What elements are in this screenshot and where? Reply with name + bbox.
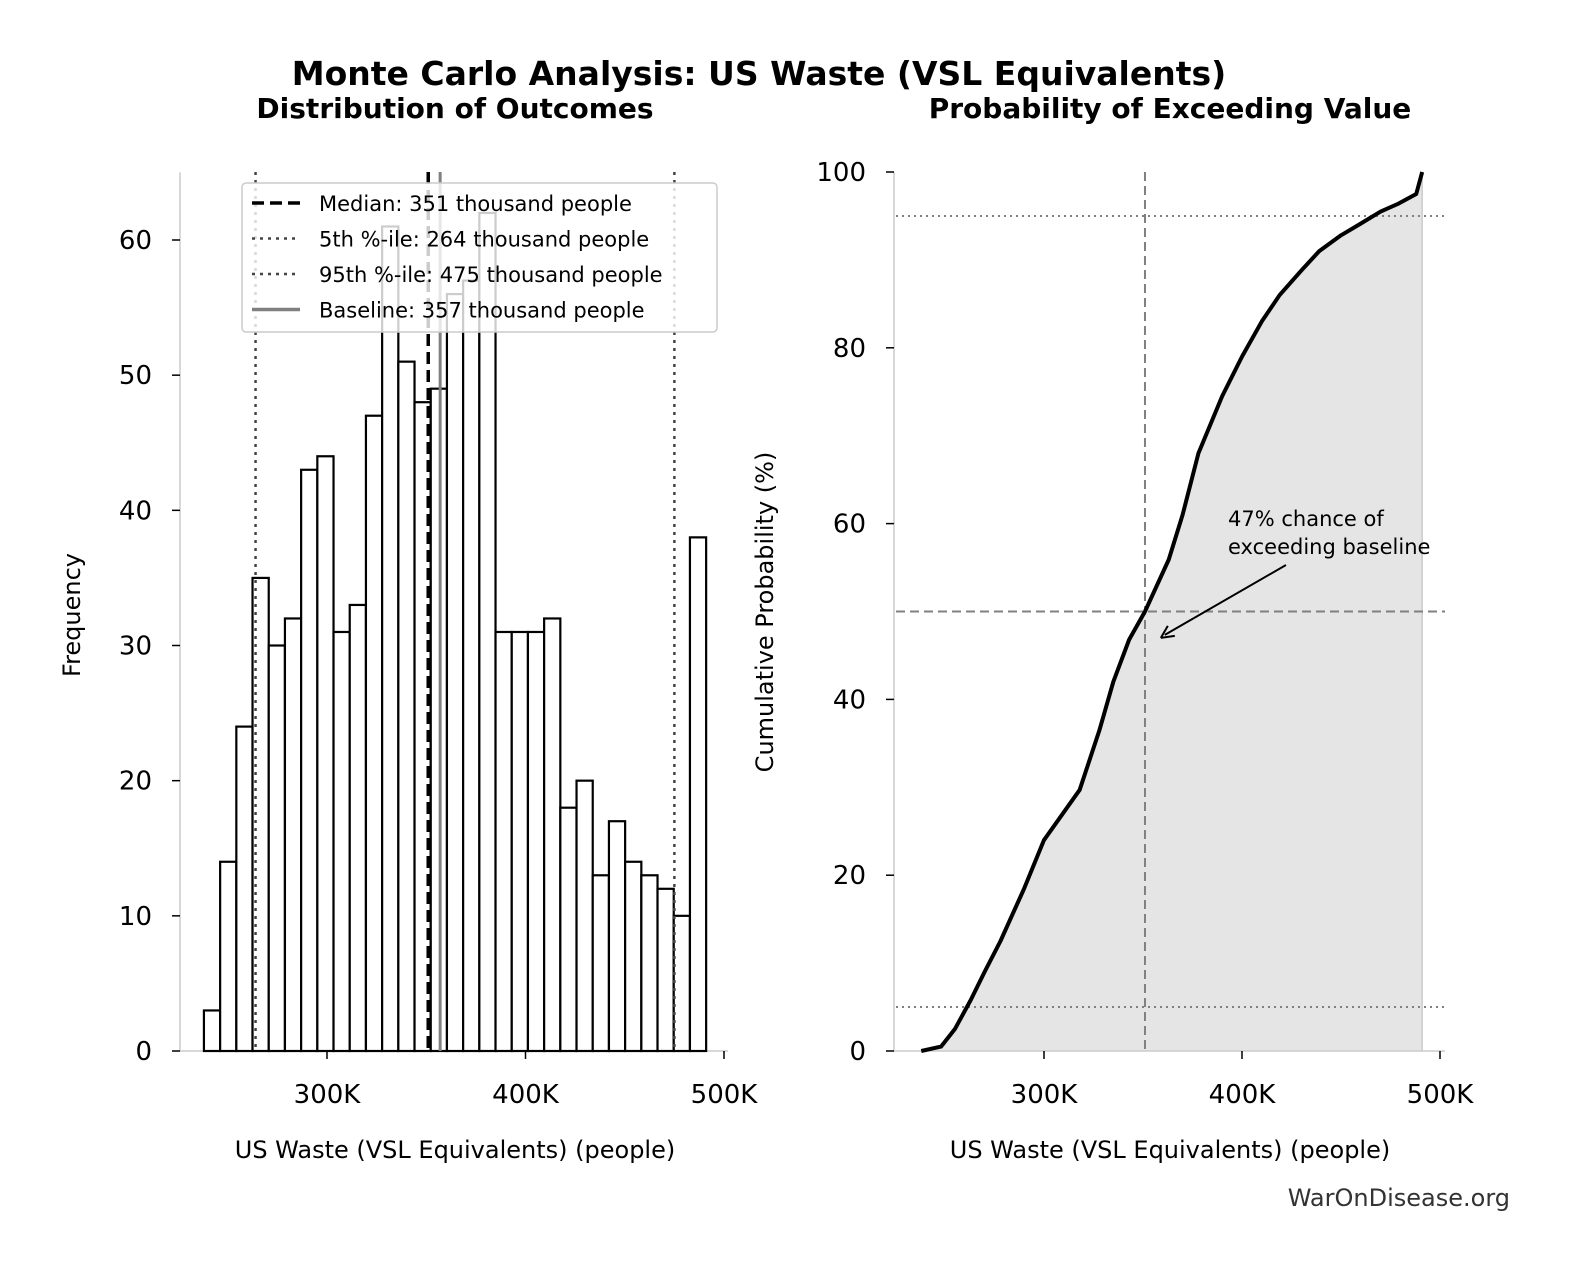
y-tick-label: 100 bbox=[816, 158, 866, 188]
histogram-bar bbox=[526, 630, 546, 1053]
left-x-label: US Waste (VSL Equivalents) (people) bbox=[235, 1136, 675, 1164]
histogram-bar bbox=[348, 603, 368, 1053]
right-x-label: US Waste (VSL Equivalents) (people) bbox=[950, 1136, 1390, 1164]
left-chart-title: Distribution of Outcomes bbox=[256, 92, 653, 125]
histogram-bar bbox=[364, 414, 384, 1053]
histogram-bar bbox=[575, 779, 594, 1053]
right-chart-title: Probability of Exceeding Value bbox=[929, 92, 1412, 125]
histogram-bar bbox=[397, 360, 416, 1053]
cdf-chart: 0 20 40 60 80 100 300K 400K 500K 47% chance of exc… bbox=[816, 158, 1474, 1110]
cdf-line bbox=[920, 171, 1425, 1053]
y-tick-label: 50 bbox=[119, 361, 152, 391]
legend-label: Median: 351 thousand people bbox=[319, 192, 632, 216]
annotation-text: exceeding baseline bbox=[1228, 535, 1430, 559]
y-tick-label: 20 bbox=[119, 767, 152, 797]
histogram-bar bbox=[332, 630, 351, 1053]
y-tick-label: 40 bbox=[119, 496, 152, 526]
legend-label: Baseline: 357 thousand people bbox=[319, 299, 645, 323]
histogram-bar bbox=[543, 617, 562, 1053]
histogram-chart: 0 10 20 30 40 50 60 300K 400K 500K Median: 351 tho… bbox=[119, 172, 758, 1110]
y-tick-label: 30 bbox=[119, 632, 152, 662]
histogram-bar bbox=[219, 860, 238, 1053]
y-tick-label: 10 bbox=[119, 902, 152, 932]
x-tick-label: 400K bbox=[492, 1080, 560, 1110]
histogram-bar bbox=[478, 211, 497, 1053]
figure-title: Monte Carlo Analysis: US Waste (VSL Equi… bbox=[292, 54, 1226, 93]
y-tick-label: 0 bbox=[849, 1037, 866, 1067]
histogram-bar bbox=[591, 874, 611, 1053]
histogram-bar bbox=[510, 630, 530, 1053]
right-y-label: Cumulative Probability (%) bbox=[751, 452, 779, 773]
histogram-bar bbox=[235, 725, 254, 1053]
legend: Median: 351 thousand people 5th %-ile: 26… bbox=[241, 182, 718, 333]
histogram-bar bbox=[624, 860, 643, 1053]
legend-label: 95th %-ile: 475 thousand people bbox=[319, 263, 663, 287]
histogram-bar bbox=[445, 292, 465, 1053]
y-tick-label: 60 bbox=[833, 510, 866, 540]
histogram-bar bbox=[316, 455, 335, 1053]
cdf-area bbox=[921, 172, 1423, 1051]
left-y-label: Frequency bbox=[58, 553, 86, 677]
histogram-bar bbox=[559, 806, 578, 1053]
histogram-bar bbox=[640, 874, 659, 1053]
y-tick-label: 0 bbox=[135, 1037, 152, 1067]
x-tick-label: 500K bbox=[1407, 1080, 1475, 1110]
x-tick-label: 300K bbox=[294, 1080, 362, 1110]
x-tick-label: 400K bbox=[1209, 1080, 1277, 1110]
histogram-bar bbox=[672, 914, 692, 1053]
histogram-bar bbox=[381, 225, 400, 1053]
histogram-bar bbox=[656, 887, 675, 1053]
annotation-arrow bbox=[1164, 564, 1287, 636]
annotation-arrowhead bbox=[1159, 625, 1175, 639]
x-tick-label: 500K bbox=[691, 1080, 759, 1110]
y-tick-label: 20 bbox=[833, 861, 866, 891]
histogram-bar bbox=[300, 468, 319, 1053]
histogram-bar bbox=[462, 279, 481, 1053]
watermark: WarOnDisease.org bbox=[1288, 1184, 1510, 1212]
annotation-text: 47% chance of bbox=[1228, 507, 1384, 531]
y-tick-label: 80 bbox=[833, 334, 866, 364]
y-tick-label: 40 bbox=[833, 685, 866, 715]
x-tick-label: 300K bbox=[1011, 1080, 1079, 1110]
histogram-bar bbox=[688, 536, 708, 1053]
histogram-bar bbox=[494, 630, 513, 1053]
histogram-bar bbox=[607, 820, 627, 1053]
y-tick-label: 60 bbox=[119, 226, 152, 256]
legend-label: 5th %-ile: 264 thousand people bbox=[319, 228, 649, 252]
histogram-bar bbox=[267, 644, 287, 1053]
legend-box bbox=[241, 182, 718, 333]
histogram-bar bbox=[202, 1009, 222, 1053]
histogram-bar bbox=[283, 617, 303, 1053]
